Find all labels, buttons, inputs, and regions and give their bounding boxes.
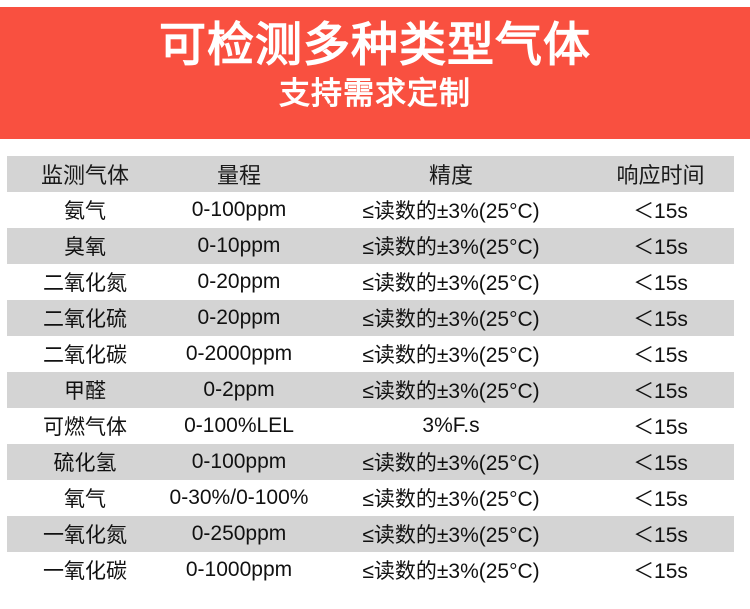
cell-accuracy: ≤读数的±3%(25°C)	[362, 380, 540, 403]
banner-title: 可检测多种类型气体	[159, 18, 591, 71]
table-row: 二氧化碳 0-2000ppm ≤读数的±3%(25°C) ＜15s	[7, 336, 734, 372]
banner-subtitle: 支持需求定制	[279, 75, 471, 111]
cell-response: ＜15s	[633, 416, 688, 439]
cell-range: 0-100ppm	[191, 198, 287, 221]
cell-gas: 一氧化氮	[43, 524, 127, 547]
table-row: 硫化氢 0-100ppm ≤读数的±3%(25°C) ＜15s	[7, 444, 734, 480]
cell-range: 0-100ppm	[191, 450, 287, 473]
cell-accuracy: ≤读数的±3%(25°C)	[362, 524, 540, 547]
cell-response: ＜15s	[633, 560, 688, 583]
cell-accuracy: ≤读数的±3%(25°C)	[362, 308, 540, 331]
table-row: 一氧化碳 0-1000ppm ≤读数的±3%(25°C) ＜15s	[7, 552, 734, 588]
cell-range: 0-10ppm	[197, 234, 281, 257]
cell-range: 0-30%/0-100%	[169, 486, 309, 509]
column-header-accuracy: 精度	[428, 163, 473, 188]
promo-banner: 可检测多种类型气体 支持需求定制	[0, 7, 750, 139]
column-header-range: 量程	[216, 163, 261, 188]
cell-accuracy: ≤读数的±3%(25°C)	[362, 452, 540, 475]
cell-response: ＜15s	[633, 452, 688, 475]
cell-accuracy: ≤读数的±3%(25°C)	[362, 272, 540, 295]
cell-range: 0-2ppm	[203, 378, 275, 401]
cell-range: 0-250ppm	[191, 522, 287, 545]
cell-response: ＜15s	[633, 236, 688, 259]
cell-gas: 一氧化碳	[43, 560, 127, 583]
cell-gas: 可燃气体	[43, 416, 127, 439]
cell-accuracy: ≤读数的±3%(25°C)	[362, 200, 540, 223]
cell-accuracy: ≤读数的±3%(25°C)	[362, 560, 540, 583]
table-body: 氨气 0-100ppm ≤读数的±3%(25°C) ＜15s 臭氧 0-10ppm ≤读数的…	[7, 192, 734, 588]
cell-gas: 氨气	[64, 200, 106, 223]
cell-range: 0-2000ppm	[185, 342, 293, 365]
table-header: 监测气体 量程 精度 响应时间	[7, 156, 734, 192]
table-row: 可燃气体 0-100%LEL 3%F.s ＜15s	[7, 408, 734, 444]
column-header-response: 响应时间	[616, 163, 705, 188]
table-row: 臭氧 0-10ppm ≤读数的±3%(25°C) ＜15s	[7, 228, 734, 264]
table-row: 氧气 0-30%/0-100% ≤读数的±3%(25°C) ＜15s	[7, 480, 734, 516]
table-row: 氨气 0-100ppm ≤读数的±3%(25°C) ＜15s	[7, 192, 734, 228]
cell-gas: 硫化氢	[53, 452, 117, 475]
cell-gas: 二氧化碳	[43, 344, 127, 367]
cell-range: 0-1000ppm	[185, 558, 293, 581]
cell-response: ＜15s	[633, 272, 688, 295]
cell-response: ＜15s	[633, 488, 688, 511]
cell-response: ＜15s	[633, 308, 688, 331]
column-header-gas: 监测气体	[40, 163, 129, 188]
cell-response: ＜15s	[633, 380, 688, 403]
cell-response: ＜15s	[633, 344, 688, 367]
gas-spec-table: 监测气体 量程 精度 响应时间 氨气 0-100ppm ≤读数的±3%(25°C) ＜…	[7, 156, 734, 588]
cell-gas: 臭氧	[64, 236, 106, 259]
table-row: 甲醛 0-2ppm ≤读数的±3%(25°C) ＜15s	[7, 372, 734, 408]
cell-range: 0-20ppm	[197, 270, 281, 293]
cell-accuracy: ≤读数的±3%(25°C)	[362, 488, 540, 511]
cell-gas: 二氧化硫	[43, 308, 127, 331]
cell-range: 0-100%LEL	[184, 414, 294, 437]
table-row: 一氧化氮 0-250ppm ≤读数的±3%(25°C) ＜15s	[7, 516, 734, 552]
cell-accuracy: ≤读数的±3%(25°C)	[362, 344, 540, 367]
cell-gas: 氧气	[64, 488, 106, 511]
cell-gas: 甲醛	[64, 380, 106, 403]
cell-gas: 二氧化氮	[43, 272, 127, 295]
cell-range: 0-20ppm	[197, 306, 281, 329]
cell-response: ＜15s	[633, 200, 688, 223]
cell-accuracy: 3%F.s	[422, 414, 480, 437]
cell-accuracy: ≤读数的±3%(25°C)	[362, 236, 540, 259]
table-header-row: 监测气体 量程 精度 响应时间	[7, 156, 734, 192]
cell-response: ＜15s	[633, 524, 688, 547]
table-row: 二氧化硫 0-20ppm ≤读数的±3%(25°C) ＜15s	[7, 300, 734, 336]
table-row: 二氧化氮 0-20ppm ≤读数的±3%(25°C) ＜15s	[7, 264, 734, 300]
